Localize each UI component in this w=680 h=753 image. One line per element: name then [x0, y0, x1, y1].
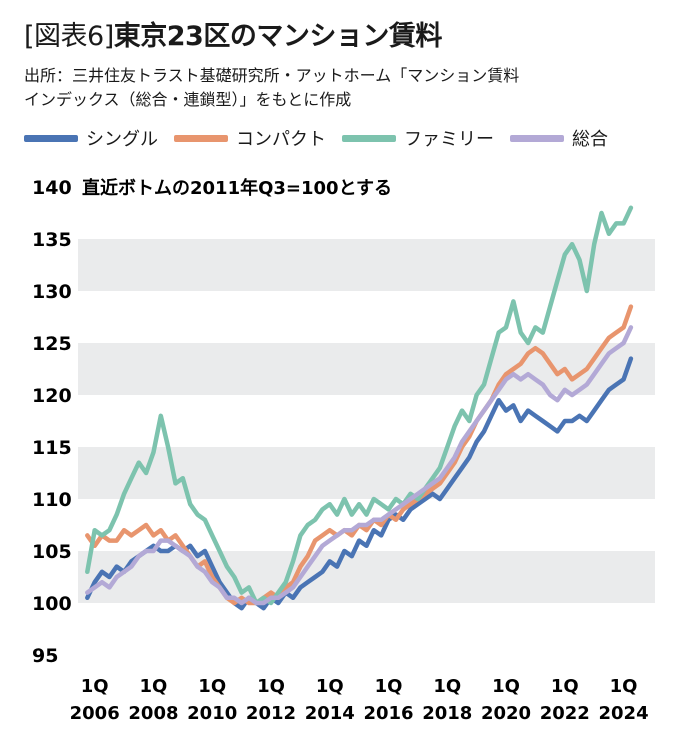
legend-swatch-compact	[174, 134, 228, 142]
legend-swatch-single	[24, 134, 78, 142]
y-tick-label: 105	[32, 541, 72, 563]
legend-swatch-family	[342, 134, 396, 142]
grid-bands	[78, 239, 655, 603]
x-tick-quarter: 1Q	[81, 676, 109, 697]
series-line-2	[85, 205, 634, 606]
y-tick-label: 110	[32, 489, 72, 511]
y-tick-label: 120	[32, 385, 72, 407]
y-tick-label: 125	[32, 333, 72, 355]
x-tick-year: 2016	[363, 703, 413, 724]
legend-label-compact: コンパクト	[236, 129, 326, 150]
chart-note: 直近ボトムの2011年Q3=100とする	[82, 177, 392, 199]
legend-item-compact: コンパクト	[174, 125, 326, 151]
source-line-2: インデックス（総合・連鎖型）」をもとに作成	[24, 90, 352, 109]
x-tick-year: 2008	[128, 703, 178, 724]
x-tick-quarter: 1Q	[140, 676, 168, 697]
figure-tag: [図表6]	[24, 21, 114, 52]
x-tick-quarter: 1Q	[551, 676, 579, 697]
x-tick-quarter: 1Q	[316, 676, 344, 697]
source-note: 出所：三井住友トラスト基礎研究所・アットホーム「マンション賃料 インデックス（総…	[24, 64, 664, 112]
legend: シングル コンパクト ファミリー 総合	[24, 124, 624, 152]
legend-item-family: ファミリー	[342, 125, 494, 151]
x-tick-quarter: 1Q	[492, 676, 520, 697]
x-tick-quarter: 1Q	[198, 676, 226, 697]
y-tick-label: 135	[32, 229, 72, 251]
y-tick-label: 140	[32, 177, 72, 199]
x-tick-year: 2012	[246, 703, 296, 724]
x-tick-year: 2024	[599, 703, 649, 724]
x-tick-year: 2014	[305, 703, 355, 724]
y-tick-label: 130	[32, 281, 72, 303]
y-tick-label: 100	[32, 593, 72, 615]
y-axis-labels: 95 100 105 110 115 120 125 130 135 140	[32, 177, 72, 667]
title-text: 東京23区のマンション賃料	[113, 21, 443, 52]
series-line-3	[85, 325, 634, 606]
legend-label-single: シングル	[86, 129, 158, 150]
grid-band	[78, 447, 655, 499]
series-lines	[85, 205, 634, 611]
grid-band	[78, 551, 655, 603]
legend-label-family: ファミリー	[404, 129, 494, 150]
x-tick-quarter: 1Q	[433, 676, 461, 697]
y-tick-label: 95	[32, 645, 58, 667]
source-line-1: 出所：三井住友トラスト基礎研究所・アットホーム「マンション賃料	[24, 66, 520, 85]
x-tick-quarter: 1Q	[610, 676, 638, 697]
legend-label-total: 総合	[572, 129, 608, 150]
x-tick-year: 2020	[481, 703, 531, 724]
chart-title: [図表6]東京23区のマンション賃料	[24, 14, 442, 53]
x-tick-year: 2006	[70, 703, 120, 724]
x-tick-year: 2022	[540, 703, 590, 724]
legend-item-single: シングル	[24, 125, 158, 151]
legend-item-total: 総合	[510, 125, 608, 151]
x-axis-labels: 1Q 2006 1Q 2008 1Q 2010 1Q 2012 1Q 2014 1Q 2016 1Q 20…	[70, 676, 649, 724]
legend-swatch-total	[510, 134, 564, 142]
x-tick-year: 2018	[422, 703, 472, 724]
x-tick-year: 2010	[187, 703, 237, 724]
grid-band	[78, 343, 655, 395]
y-tick-label: 115	[32, 437, 72, 459]
x-tick-quarter: 1Q	[375, 676, 403, 697]
x-tick-quarter: 1Q	[257, 676, 285, 697]
